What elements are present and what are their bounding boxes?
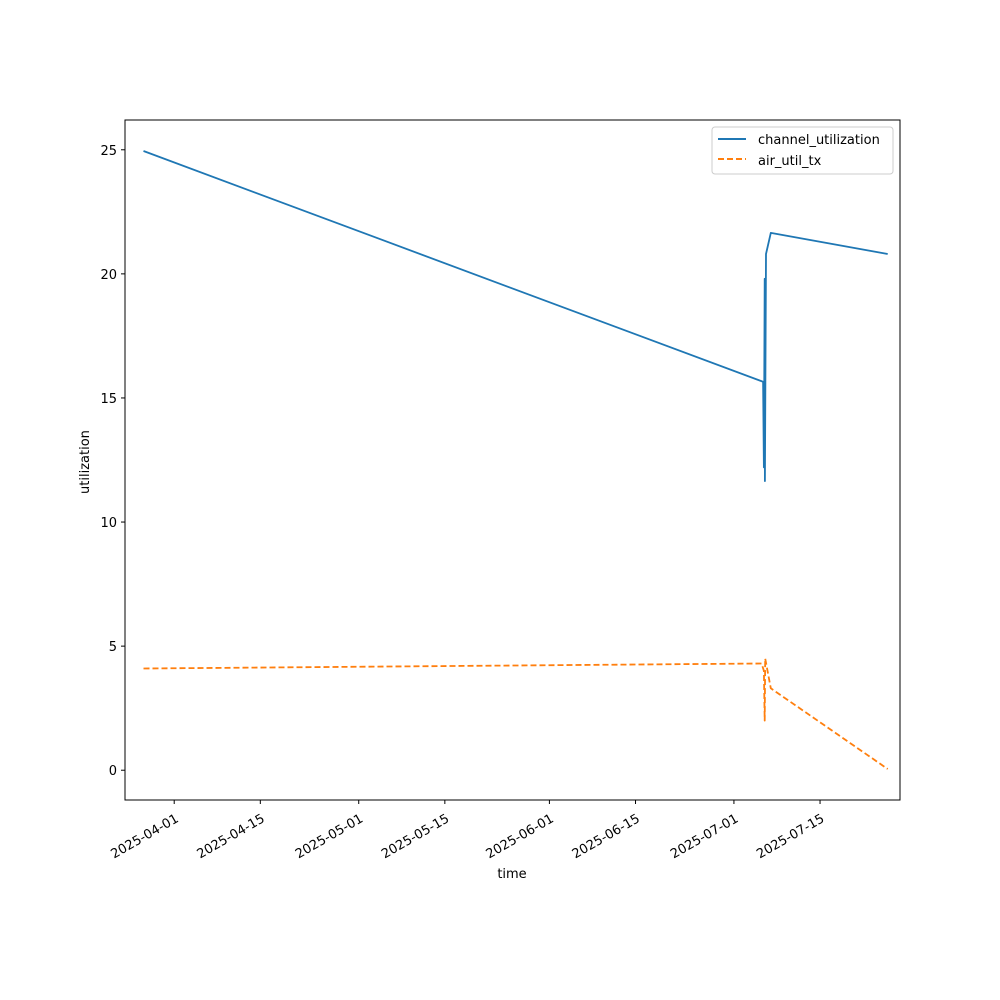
legend-label-channel-utilization: channel_utilization xyxy=(758,133,880,148)
plot-frame xyxy=(124,119,901,801)
legend-box xyxy=(711,126,894,175)
legend: channel_utilization air_util_tx xyxy=(711,126,894,175)
x-axis-title: time xyxy=(497,867,526,882)
y-tick-label: 25 xyxy=(100,144,117,159)
y-tick-label: 5 xyxy=(109,640,117,655)
y-tick-label: 10 xyxy=(100,516,117,531)
series-line-air-util-tx xyxy=(143,657,889,770)
x-axis: 2025-04-01 2025-04-15 2025-05-01 2025-05-15… xyxy=(108,800,827,862)
series-line-channel-utilization xyxy=(143,150,888,482)
x-tick-label: 2025-07-15 xyxy=(754,811,827,862)
legend-label-air-util-tx: air_util_tx xyxy=(758,154,822,169)
y-axis-title: utilization xyxy=(78,430,93,494)
y-tick-label: 0 xyxy=(109,764,117,779)
x-tick-label: 2025-04-15 xyxy=(195,811,268,862)
x-tick-label: 2025-05-01 xyxy=(293,811,366,862)
y-axis: 0 5 10 15 20 25 xyxy=(100,144,125,779)
y-tick-label: 15 xyxy=(100,392,117,407)
x-tick-label: 2025-06-01 xyxy=(484,811,557,862)
series-layer xyxy=(143,150,889,770)
x-tick-label: 2025-04-01 xyxy=(108,811,181,862)
x-tick-label: 2025-06-15 xyxy=(570,811,643,862)
y-tick-label: 20 xyxy=(100,268,117,283)
x-tick-label: 2025-05-15 xyxy=(379,811,452,862)
x-tick-label: 2025-07-01 xyxy=(668,811,741,862)
